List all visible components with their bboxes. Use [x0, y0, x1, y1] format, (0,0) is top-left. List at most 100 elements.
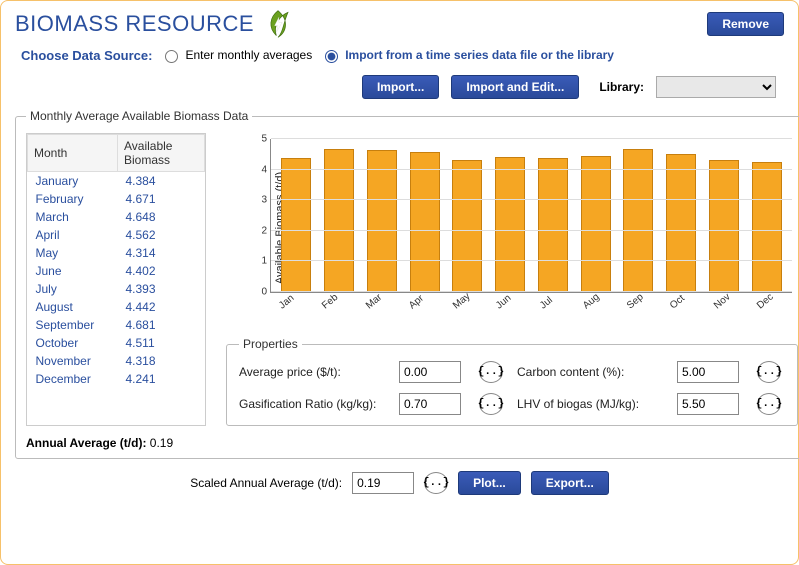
avg-price-label: Average price ($/t):: [239, 365, 389, 379]
cell-value: 4.318: [118, 352, 205, 370]
cell-month: February: [28, 190, 118, 208]
cell-month: September: [28, 316, 118, 334]
cell-value: 4.384: [118, 172, 205, 191]
cell-month: November: [28, 352, 118, 370]
cell-value: 4.314: [118, 244, 205, 262]
chart-column: Available Biomass (t/d) 012345 JanFebMar…: [224, 133, 799, 426]
gas-ratio-label: Gasification Ratio (kg/kg):: [239, 397, 389, 411]
table-row[interactable]: July4.393: [28, 280, 205, 298]
radio-monthly-input[interactable]: [165, 50, 178, 63]
chart-bar: [452, 160, 482, 292]
properties-grid: Average price ($/t): {..} Carbon content…: [239, 361, 785, 415]
carbon-sensitivity-button[interactable]: {..}: [757, 361, 781, 383]
carbon-content-label: Carbon content (%):: [517, 365, 667, 379]
library-label: Library:: [599, 80, 644, 94]
table-row[interactable]: August4.442: [28, 298, 205, 316]
cell-month: January: [28, 172, 118, 191]
properties-legend: Properties: [239, 337, 302, 351]
export-button[interactable]: Export...: [531, 471, 609, 495]
remove-button[interactable]: Remove: [707, 12, 784, 36]
radio-import-input[interactable]: [325, 50, 338, 63]
carbon-content-input[interactable]: [677, 361, 739, 383]
grid-line: [271, 199, 792, 200]
scaled-sensitivity-button[interactable]: {..}: [424, 472, 448, 494]
monthly-table-wrap: Month Available Biomass January4.384Febr…: [26, 133, 206, 426]
table-row[interactable]: March4.648: [28, 208, 205, 226]
plot-button[interactable]: Plot...: [458, 471, 521, 495]
radio-import-text: Import from a time series data file or t…: [345, 48, 614, 62]
radio-monthly-averages[interactable]: Enter monthly averages: [160, 47, 312, 63]
y-tick: 5: [261, 134, 271, 145]
table-row[interactable]: November4.318: [28, 352, 205, 370]
monthly-data-fieldset: Monthly Average Available Biomass Data M…: [15, 109, 799, 459]
cell-value: 4.402: [118, 262, 205, 280]
chart-bar: [623, 149, 653, 292]
y-tick: 1: [261, 256, 271, 267]
y-tick: 3: [261, 195, 271, 206]
table-row[interactable]: February4.671: [28, 190, 205, 208]
cell-value: 4.511: [118, 334, 205, 352]
panel-title: BIOMASS RESOURCE: [15, 9, 292, 39]
table-row[interactable]: September4.681: [28, 316, 205, 334]
chart-bar: [538, 158, 568, 292]
monthly-table: Month Available Biomass January4.384Febr…: [27, 134, 205, 388]
import-action-row: Import... Import and Edit... Library:: [15, 75, 784, 99]
footer-row: Scaled Annual Average (t/d): {..} Plot..…: [15, 471, 784, 495]
grid-line: [271, 138, 792, 139]
chart-x-ticks: JanFebMarAprMayJunJulAugSepOctNovDec: [270, 295, 792, 321]
properties-fieldset: Properties Average price ($/t): {..} Car…: [226, 337, 798, 426]
lhv-sensitivity-button[interactable]: {..}: [757, 393, 781, 415]
leaf-bolt-icon: [264, 9, 292, 39]
import-and-edit-button[interactable]: Import and Edit...: [451, 75, 579, 99]
biomass-chart: Available Biomass (t/d) 012345 JanFebMar…: [224, 133, 799, 323]
annual-value: 0.19: [150, 436, 173, 450]
gas-ratio-input[interactable]: [399, 393, 461, 415]
y-tick: 2: [261, 225, 271, 236]
cell-value: 4.442: [118, 298, 205, 316]
lhv-input[interactable]: [677, 393, 739, 415]
annual-average-row: Annual Average (t/d): 0.19: [26, 436, 799, 450]
cell-month: December: [28, 370, 118, 388]
grid-line: [271, 169, 792, 170]
cell-month: October: [28, 334, 118, 352]
grid-line: [271, 230, 792, 231]
cell-value: 4.681: [118, 316, 205, 334]
cell-value: 4.393: [118, 280, 205, 298]
table-row[interactable]: December4.241: [28, 370, 205, 388]
cell-value: 4.562: [118, 226, 205, 244]
cell-month: June: [28, 262, 118, 280]
scaled-annual-input[interactable]: [352, 472, 414, 494]
col-value: Available Biomass: [118, 135, 205, 172]
chart-bar: [581, 156, 611, 292]
title-row: BIOMASS RESOURCE Remove: [15, 9, 784, 39]
annual-label: Annual Average (t/d):: [26, 436, 150, 450]
radio-import-file[interactable]: Import from a time series data file or t…: [320, 47, 614, 63]
table-row[interactable]: May4.314: [28, 244, 205, 262]
cell-value: 4.648: [118, 208, 205, 226]
chart-bar: [709, 160, 739, 292]
table-row[interactable]: June4.402: [28, 262, 205, 280]
cell-value: 4.241: [118, 370, 205, 388]
library-select[interactable]: [656, 76, 776, 98]
chart-bar: [410, 152, 440, 292]
radio-monthly-text: Enter monthly averages: [185, 48, 312, 62]
table-row[interactable]: January4.384: [28, 172, 205, 191]
table-row[interactable]: April4.562: [28, 226, 205, 244]
cell-month: May: [28, 244, 118, 262]
gas-ratio-sensitivity-button[interactable]: {..}: [479, 393, 503, 415]
monthly-legend: Monthly Average Available Biomass Data: [26, 109, 252, 123]
cell-month: July: [28, 280, 118, 298]
col-month: Month: [28, 135, 118, 172]
chart-bar: [666, 154, 696, 292]
chart-plot-area: 012345: [270, 139, 792, 293]
avg-price-input[interactable]: [399, 361, 461, 383]
grid-line: [271, 260, 792, 261]
avg-price-sensitivity-button[interactable]: {..}: [479, 361, 503, 383]
chart-bar: [367, 150, 397, 292]
title-text: BIOMASS RESOURCE: [15, 11, 254, 37]
import-button[interactable]: Import...: [362, 75, 439, 99]
scaled-annual-label: Scaled Annual Average (t/d):: [190, 476, 342, 490]
chart-bars: [271, 139, 792, 292]
table-row[interactable]: October4.511: [28, 334, 205, 352]
y-tick: 4: [261, 164, 271, 175]
